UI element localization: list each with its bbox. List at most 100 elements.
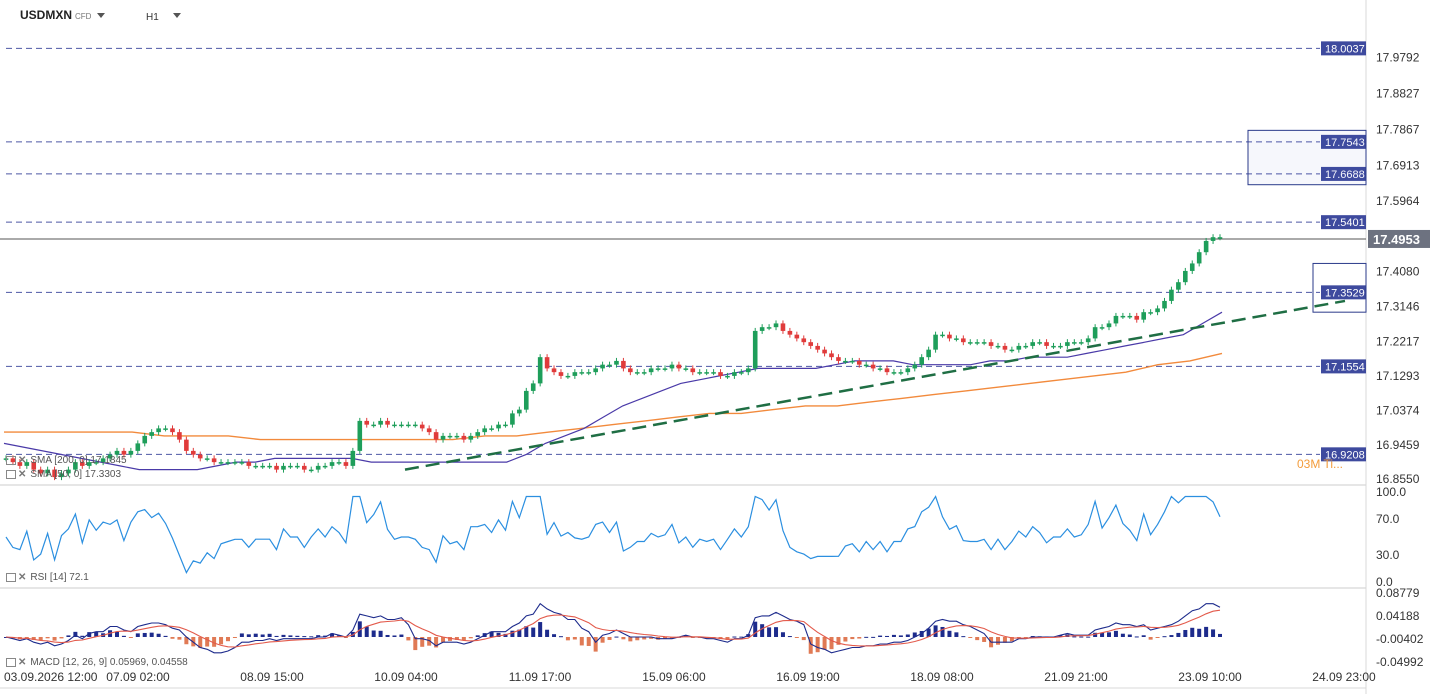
close-icon[interactable]: ✕ <box>18 469 27 480</box>
macd-histogram-bar <box>1023 636 1028 638</box>
close-icon[interactable]: ✕ <box>18 572 27 583</box>
macd-histogram-bar <box>787 636 792 638</box>
candle-body <box>281 465 286 470</box>
candle-body <box>517 409 522 414</box>
macd-histogram-bar <box>545 629 550 637</box>
candle-body <box>586 372 592 374</box>
timeframe-selector[interactable]: H1 <box>146 12 159 23</box>
candle-body <box>503 424 508 427</box>
candle-body <box>843 360 848 363</box>
indicator-settings-icon[interactable] <box>6 572 16 582</box>
macd-histogram-bar <box>1183 629 1188 637</box>
level-tag <box>1321 359 1366 374</box>
macd-histogram-bar <box>135 633 140 637</box>
legend-rsi-text: RSI [14] 72.1 <box>30 572 89 583</box>
candle-body <box>1141 312 1146 320</box>
macd-histogram-bar <box>288 635 293 637</box>
candle-body <box>530 383 536 391</box>
rsi-tick-label: 70.0 <box>1376 512 1400 526</box>
macd-histogram-bar <box>1155 636 1160 638</box>
macd-histogram-bar <box>1197 628 1202 637</box>
candle-body <box>683 368 689 370</box>
macd-histogram-bar <box>635 636 640 641</box>
level-tag-text: 17.3529 <box>1325 287 1365 299</box>
macd-histogram-bar <box>323 635 328 637</box>
macd-histogram-bar <box>642 636 647 640</box>
macd-histogram-bar <box>45 636 50 639</box>
candle-body <box>447 435 453 438</box>
candle-body <box>461 435 467 440</box>
macd-histogram-bar <box>1002 636 1007 643</box>
candle-body <box>371 424 376 427</box>
macd-histogram-bar <box>357 621 362 637</box>
macd-histogram-bar <box>295 635 300 637</box>
legend-sma200-text: SMA [200, 0] 17.1845 <box>30 455 127 466</box>
macd-histogram-bar <box>898 635 903 637</box>
macd-histogram-bar <box>253 633 258 637</box>
macd-histogram-bar <box>246 634 251 637</box>
indicator-settings-icon[interactable] <box>6 657 16 667</box>
indicator-settings-icon[interactable] <box>6 455 16 465</box>
candle-body <box>128 450 134 455</box>
rsi-tick-label: 30.0 <box>1376 548 1400 562</box>
candle-body <box>440 435 446 440</box>
macd-histogram-bar <box>413 636 418 651</box>
candle-body <box>808 342 814 346</box>
macd-tick-label: -0.04992 <box>1376 655 1424 669</box>
timeframe-chevron-down-icon[interactable] <box>173 13 181 18</box>
candle-body <box>856 360 862 365</box>
legend-sma50[interactable]: ✕ SMA [50, 0] 17.3303 <box>6 469 121 480</box>
macd-histogram-bar <box>461 636 466 641</box>
candle-body <box>197 454 203 459</box>
macd-histogram-bar <box>517 629 522 637</box>
macd-histogram-bar <box>503 633 508 637</box>
macd-histogram-bar <box>121 635 126 637</box>
candle-body <box>565 375 571 378</box>
candle-body <box>93 462 99 464</box>
candle-body <box>301 465 307 470</box>
candle-body <box>1148 312 1153 314</box>
candle-body <box>142 435 148 444</box>
candle-body <box>947 334 952 339</box>
legend-macd[interactable]: ✕ MACD [12, 26, 9] 0.05969, 0.04558 <box>6 657 188 668</box>
candle-body <box>274 465 279 470</box>
indicator-settings-icon[interactable] <box>6 469 16 479</box>
close-icon[interactable]: ✕ <box>18 455 27 466</box>
macd-histogram-bar <box>420 636 425 647</box>
current-price-text: 17.4953 <box>1373 232 1420 247</box>
candle-body <box>593 368 598 373</box>
candle-body <box>1065 342 1070 346</box>
macd-histogram-bar <box>725 636 730 640</box>
macd-histogram-bar <box>843 636 848 642</box>
macd-histogram-bar <box>801 636 806 641</box>
macd-histogram-bar <box>558 636 563 638</box>
candle-body <box>419 424 425 429</box>
candle-body <box>475 432 481 436</box>
candle-body <box>364 420 370 425</box>
symbol-chevron-down-icon[interactable] <box>97 13 105 18</box>
close-icon[interactable]: ✕ <box>18 657 27 668</box>
macd-histogram-bar <box>572 636 577 640</box>
legend-rsi[interactable]: ✕ RSI [14] 72.1 <box>6 572 89 583</box>
macd-histogram-bar <box>1058 635 1063 637</box>
price-tick-label: 17.9792 <box>1376 51 1420 65</box>
candle-body <box>412 424 418 427</box>
legend-sma200[interactable]: ✕ SMA [200, 0] 17.1845 <box>6 455 127 466</box>
candle-body <box>170 428 175 433</box>
macd-histogram-bar <box>1093 632 1098 637</box>
symbol-name: USDMXN <box>20 8 73 22</box>
macd-histogram-bar <box>1148 636 1153 640</box>
candle-body <box>787 330 793 335</box>
candle-body <box>489 428 494 430</box>
macd-histogram-bar <box>31 636 36 640</box>
candle-body <box>655 368 661 370</box>
macd-histogram-bar <box>586 636 591 646</box>
candle-body <box>628 368 633 373</box>
macd-histogram-bar <box>406 636 411 641</box>
macd-histogram-bar <box>524 626 529 637</box>
symbol-selector[interactable]: USDMXN CFD <box>20 8 91 22</box>
candle-body <box>954 338 959 340</box>
candle-body <box>454 435 460 438</box>
price-tick-label: 17.0374 <box>1376 404 1420 418</box>
